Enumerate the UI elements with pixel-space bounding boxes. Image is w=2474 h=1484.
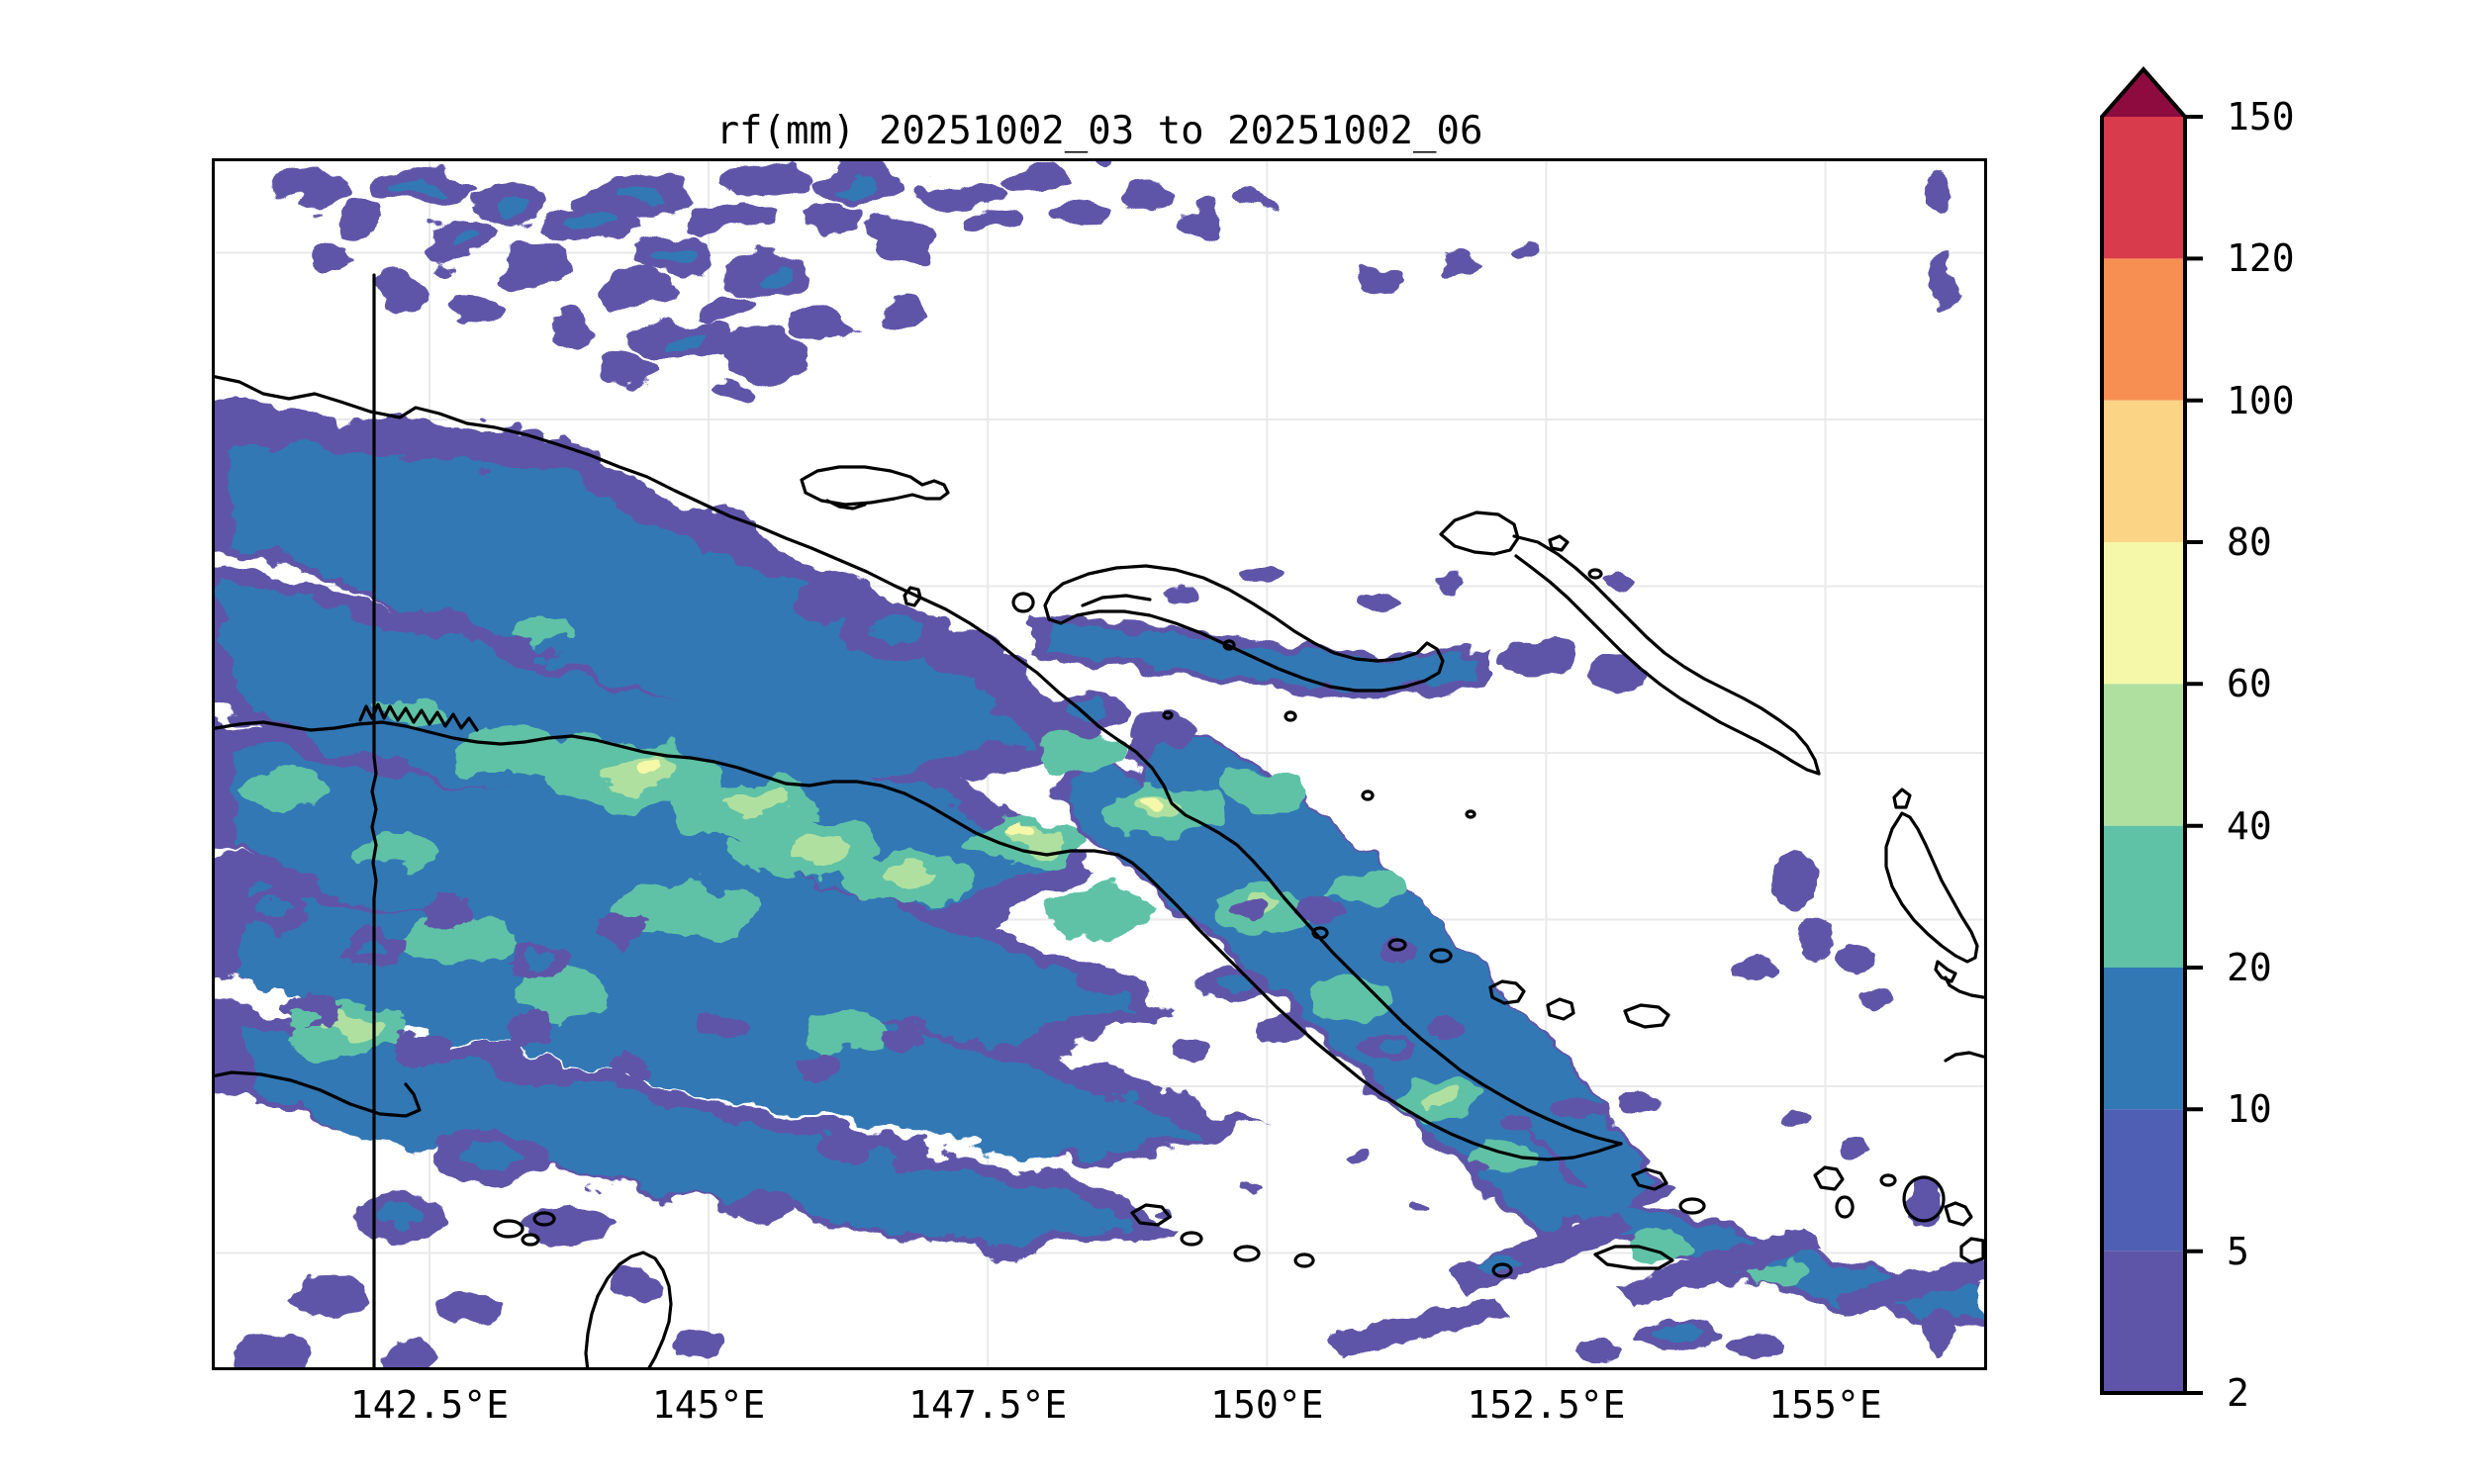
rain-band-gulf-speckle <box>236 890 924 1082</box>
colorbar-ticks <box>2185 115 2203 1395</box>
colorbar-tick-40: 40 <box>2227 803 2272 848</box>
xtick-label-2: 147.5°E <box>908 1383 1068 1427</box>
colorbar-tick-20: 20 <box>2227 946 2272 989</box>
colorbar-band-2-5 <box>2102 1251 2185 1393</box>
xtick-label-4: 152.5°E <box>1467 1383 1626 1427</box>
xtick-label-0: 142.5°E <box>349 1383 510 1427</box>
rain-band-north-coast <box>212 408 1261 1256</box>
colorbar-tick-80: 80 <box>2227 520 2272 564</box>
colorbar-band-120-150 <box>2102 117 2185 259</box>
rain-band-solomon-sea <box>1094 158 1983 1360</box>
map-plot-area <box>212 158 1987 1370</box>
rain-band-north-sea <box>266 160 1957 405</box>
colorbar-band-40-60 <box>2102 684 2185 826</box>
rainfall-contour-plot <box>212 158 1987 1370</box>
colorbar-tick-10: 10 <box>2227 1087 2272 1132</box>
xtick-label-1: 145°E <box>651 1383 766 1427</box>
colorbar-band-group <box>2102 117 2185 1393</box>
coastline-overlay <box>212 273 1985 1370</box>
colorbar-band-80-100 <box>2102 400 2185 542</box>
title-line-primary: rf(mm) 20251002_03 to 20251002_06 <box>715 109 1483 153</box>
colorbar-tick-2: 2 <box>2227 1371 2249 1415</box>
colorbar <box>2100 65 2203 1395</box>
colorbar-band-5-10 <box>2102 1109 2185 1252</box>
colorbar-tick-5: 5 <box>2227 1229 2249 1273</box>
rain-band-new-britain <box>790 562 1647 743</box>
colorbar-band-60-80 <box>2102 542 2185 685</box>
colorbar-tick-100: 100 <box>2227 378 2295 422</box>
xtick-label-3: 150°E <box>1210 1383 1324 1427</box>
colorbar-tick-60: 60 <box>2227 662 2272 706</box>
colorbar-band-10-20 <box>2102 968 2185 1110</box>
rainfall-filled-contours <box>212 158 1983 1370</box>
colorbar-extend-max-arrow <box>2102 69 2185 117</box>
colorbar-band-100-120 <box>2102 258 2185 401</box>
colorbar-outline <box>2100 65 2187 1395</box>
colorbar-tick-120: 120 <box>2227 236 2295 281</box>
colorbar-band-20-40 <box>2102 825 2185 968</box>
colorbar-tick-150: 150 <box>2227 95 2295 139</box>
xtick-label-5: 155°E <box>1768 1383 1882 1427</box>
colorbar-swatches <box>2100 65 2203 1395</box>
